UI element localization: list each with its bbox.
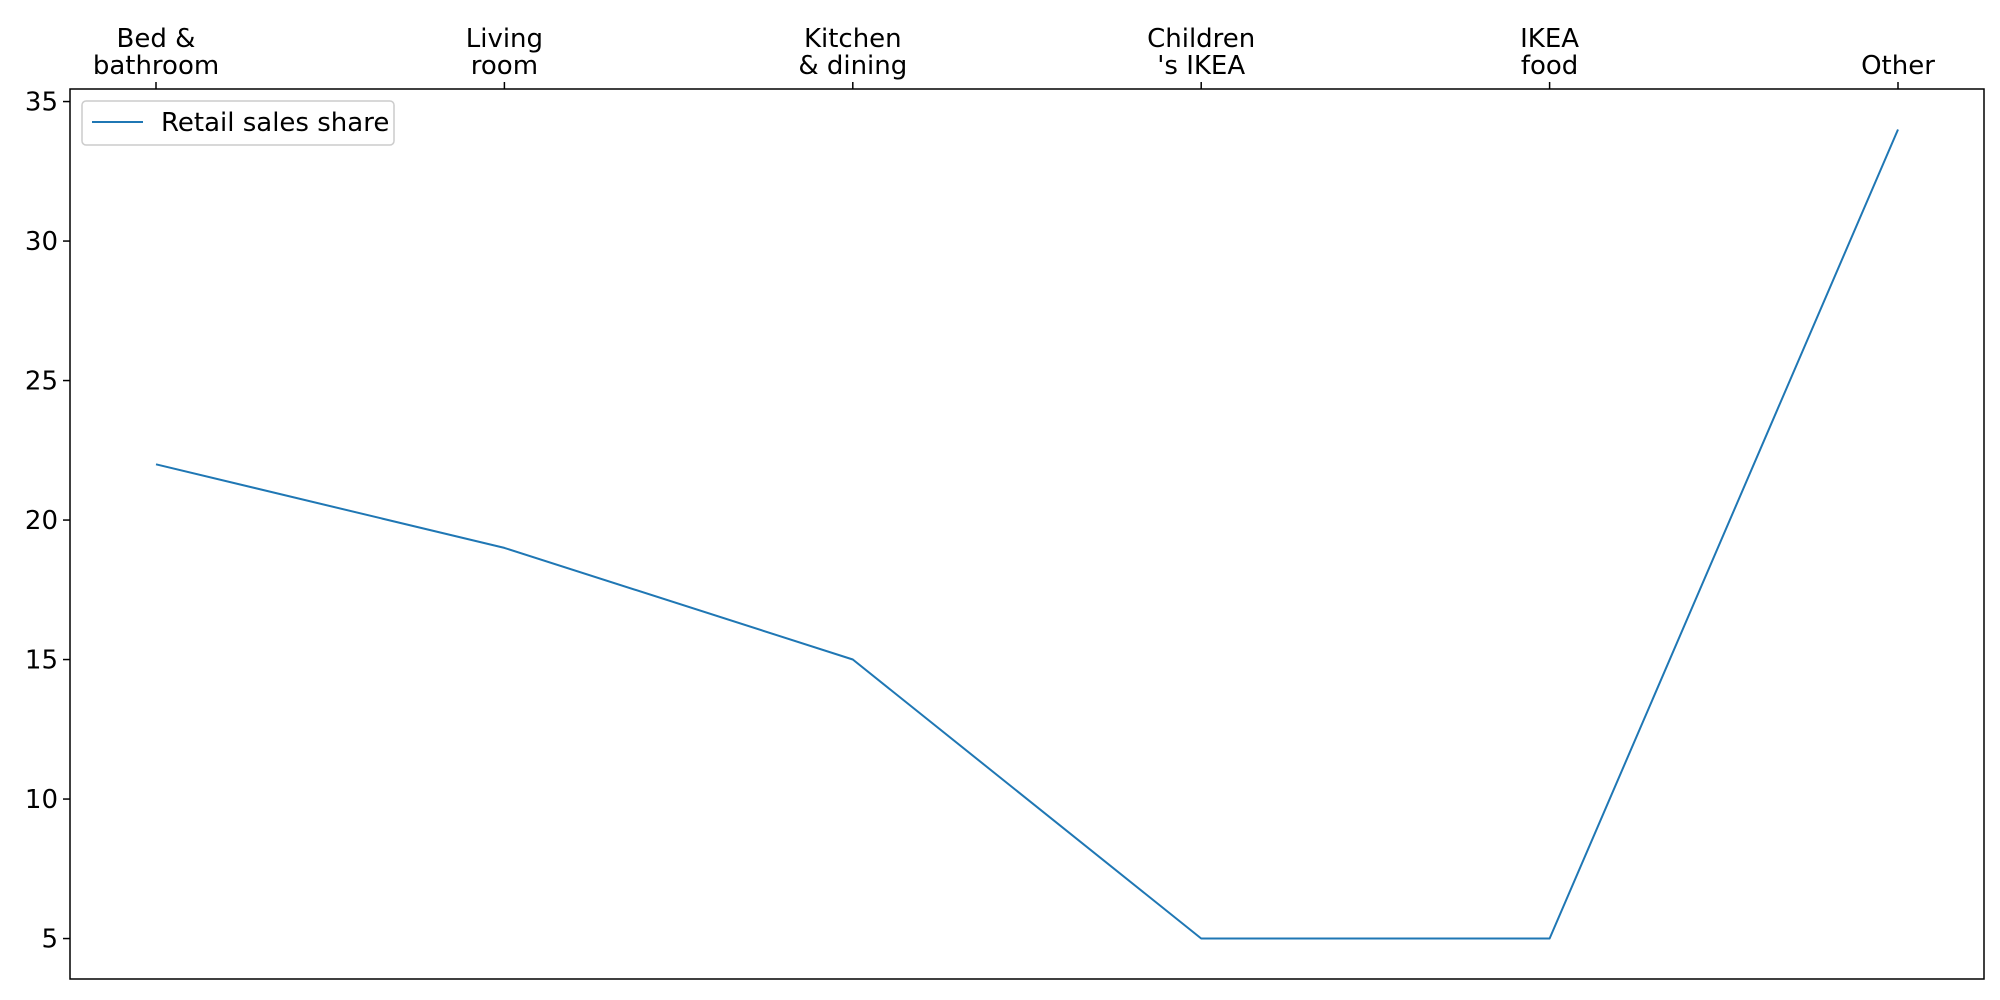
x-tick-label-line: room: [471, 51, 538, 81]
series-line: [155, 129, 1899, 940]
y-tick-label: 30: [25, 227, 58, 257]
x-tick-label-line: Other: [1861, 51, 1935, 81]
x-tick-label: Living room: [466, 24, 543, 81]
x-tick-label-line: Kitchen: [804, 24, 902, 54]
legend-box: [81, 100, 395, 146]
x-tick-label-line: bathroom: [93, 51, 219, 81]
x-tick-label: Children's IKEA: [1147, 24, 1255, 81]
y-tick-label: 25: [25, 367, 58, 397]
x-tick-label-line: Bed &: [117, 24, 196, 54]
series-layer: [155, 129, 1899, 940]
x-axis: Bed & bathroom Living room Kitchen & dining Ch…: [93, 24, 1935, 89]
legend-label: Retail sales share: [161, 108, 389, 138]
y-axis: 5 10 15 20 25 30 35: [25, 88, 70, 955]
x-tick-label: Other: [1861, 51, 1935, 81]
y-tick-label: 5: [41, 925, 58, 955]
y-tick-label: 20: [25, 506, 58, 536]
x-tick-label-line: 's IKEA: [1157, 51, 1245, 81]
y-tick-label: 10: [25, 785, 58, 815]
plot-area: [70, 89, 1984, 979]
x-tick-label-line: IKEA: [1520, 24, 1579, 54]
legend: Retail sales share: [81, 100, 395, 146]
x-tick-label-line: Children: [1147, 24, 1255, 54]
plot-frame: [69, 88, 1985, 980]
y-tick-label: 15: [25, 646, 58, 676]
x-tick-label-line: Living: [466, 24, 543, 54]
y-tick-label: 35: [25, 88, 58, 118]
x-tick-label: Bed & bathroom: [93, 24, 219, 81]
x-tick-label-line: & dining: [798, 51, 907, 81]
x-tick-label-line: food: [1521, 51, 1578, 81]
x-tick-label: IKEA food: [1520, 24, 1579, 81]
x-tick-label: Kitchen & dining: [798, 24, 907, 81]
